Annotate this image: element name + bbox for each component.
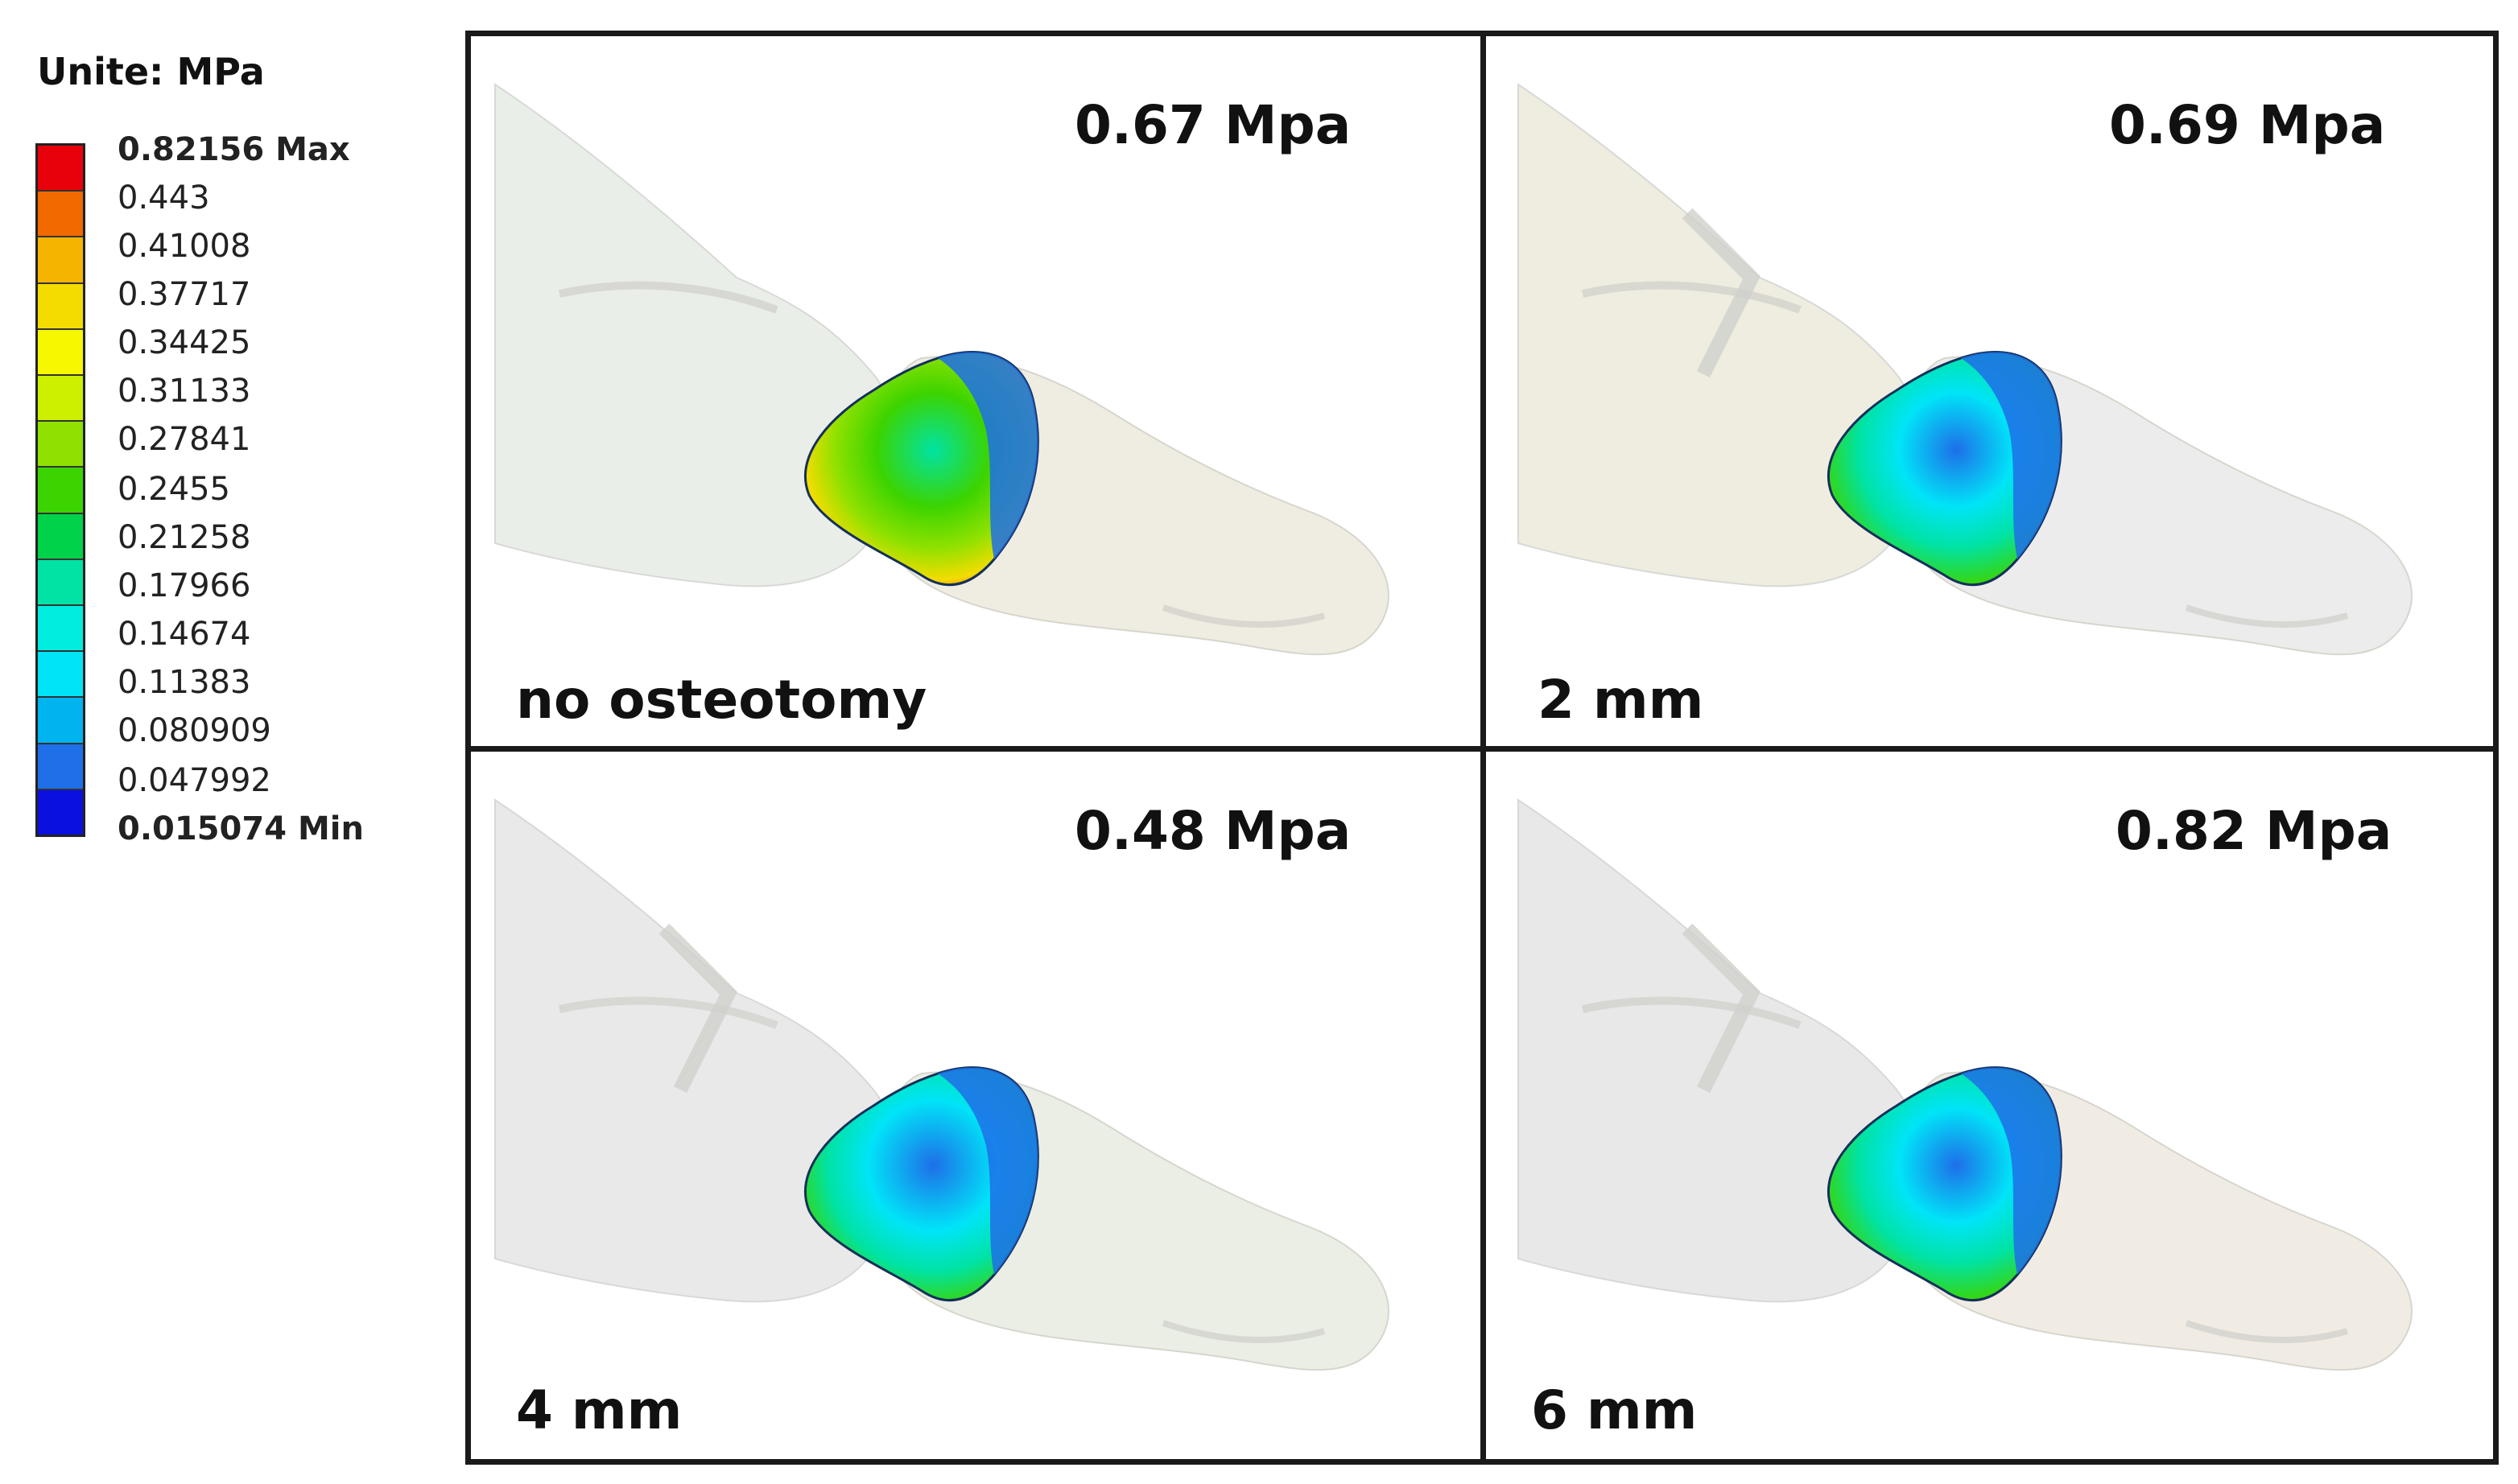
legend-swatch <box>38 789 83 835</box>
panel-4mm: 0.48 Mpa 4 mm <box>471 752 1480 1459</box>
stress-legend: Unite: MPa 0.82156 Max 0.443 0.41008 0.3… <box>0 0 451 885</box>
legend-swatch <box>38 559 83 607</box>
peak-stress-value: 0.69 Mpa <box>2109 94 2386 156</box>
grid-divider-horizontal <box>471 746 2493 752</box>
legend-label: 0.047992 <box>118 762 271 799</box>
bone-shading <box>1162 604 1326 628</box>
panel-2mm: 0.69 Mpa 2 mm <box>1486 36 2493 746</box>
legend-label: 0.37717 <box>118 276 251 313</box>
legend-label: 0.21258 <box>118 519 251 556</box>
peak-stress-value: 0.67 Mpa <box>1075 94 1352 156</box>
legend-swatch <box>38 744 83 790</box>
legend-label: 0.41008 <box>118 228 251 265</box>
bone-shading <box>2185 604 2349 628</box>
legend-swatch <box>38 606 83 653</box>
legend-label: 0.080909 <box>118 712 271 749</box>
model-group <box>1517 83 2413 656</box>
legend-label-max: 0.82156 Max <box>118 131 350 168</box>
legend-color-bar <box>35 143 85 837</box>
osteotomy-wedge <box>1682 208 1761 378</box>
bone-shading <box>1581 281 1802 314</box>
bone-shading <box>1162 1320 1326 1343</box>
legend-label: 0.443 <box>118 179 210 216</box>
legend-title: Unite: MPa <box>37 50 265 93</box>
panel-label: 2 mm <box>1538 669 1704 731</box>
osteotomy-wedge <box>658 923 737 1094</box>
panel-label: 6 mm <box>1531 1379 1698 1441</box>
joint-model <box>1517 83 2413 656</box>
contact-rim <box>1961 352 2062 559</box>
legend-label: 0.2455 <box>118 471 230 508</box>
bone-shading <box>558 996 778 1029</box>
bone-shading <box>558 281 778 314</box>
legend-swatch <box>38 468 83 514</box>
legend-swatch <box>38 146 83 192</box>
model-group <box>494 798 1389 1371</box>
legend-label: 0.11383 <box>118 664 251 701</box>
contact-rim <box>1961 1067 2062 1275</box>
panel-no-osteotomy: 0.67 Mpa no osteotomy <box>471 36 1480 746</box>
osteotomy-wedge <box>1682 923 1761 1094</box>
model-group <box>1517 798 2413 1371</box>
legend-swatch <box>38 513 83 560</box>
comparison-grid: 0.67 Mpa no osteotomy 0.69 Mpa 2 mm 0.48… <box>465 31 2499 1465</box>
contact-rim <box>938 352 1038 559</box>
legend-label: 0.27841 <box>118 421 251 458</box>
legend-labels: 0.82156 Max 0.443 0.41008 0.37717 0.3442… <box>118 129 456 853</box>
panel-6mm: 0.82 Mpa 6 mm <box>1486 752 2493 1459</box>
legend-swatch <box>38 192 83 238</box>
legend-swatch <box>38 376 83 423</box>
bone-shading <box>2185 1320 2349 1343</box>
contact-rim <box>938 1067 1038 1275</box>
legend-swatch <box>38 652 83 699</box>
joint-model <box>1517 798 2413 1371</box>
legend-label-min: 0.015074 Min <box>118 810 364 847</box>
peak-stress-value: 0.82 Mpa <box>2116 800 2392 862</box>
legend-swatch <box>38 698 83 744</box>
joint-model <box>494 83 1389 656</box>
model-group <box>494 83 1389 656</box>
legend-swatch <box>38 283 83 330</box>
panel-label: 4 mm <box>516 1379 683 1441</box>
legend-swatch <box>38 422 83 468</box>
legend-label: 0.14674 <box>118 616 251 653</box>
joint-model <box>494 798 1389 1371</box>
legend-label: 0.34425 <box>118 324 251 361</box>
legend-swatch <box>38 329 83 377</box>
bone-shading <box>1581 996 1802 1029</box>
legend-swatch <box>38 237 83 284</box>
legend-label: 0.17966 <box>118 567 251 604</box>
legend-label: 0.31133 <box>118 373 251 410</box>
peak-stress-value: 0.48 Mpa <box>1075 800 1352 862</box>
panel-label: no osteotomy <box>516 669 927 731</box>
